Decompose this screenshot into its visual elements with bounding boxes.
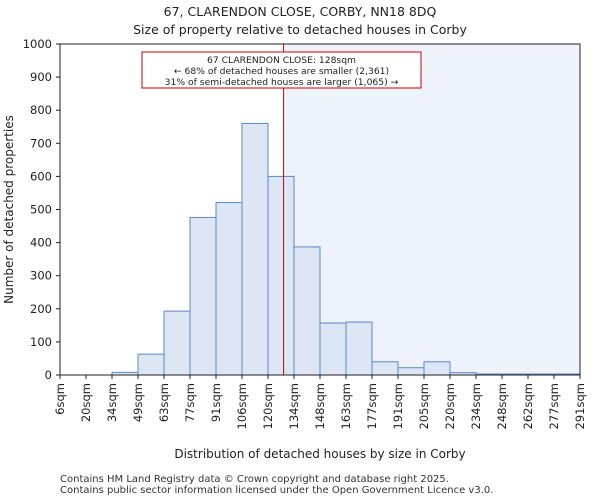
histogram-bar xyxy=(267,175,295,376)
x-axis-label: Distribution of detached houses by size … xyxy=(174,447,465,461)
histogram-bar xyxy=(397,367,425,376)
histogram-bar xyxy=(371,361,399,376)
histogram-bar xyxy=(189,216,217,376)
histogram-bar xyxy=(163,310,191,376)
y-tick-label: 500 xyxy=(30,203,52,217)
histogram-bar xyxy=(345,321,373,376)
y-tick-label: 200 xyxy=(30,302,52,316)
x-tick-label: 34sqm xyxy=(105,383,119,422)
histogram-bar xyxy=(241,122,269,376)
x-tick-label: 148sqm xyxy=(313,383,327,429)
footer-line-2: Contains public sector information licen… xyxy=(60,485,494,496)
histogram-bar xyxy=(215,202,243,376)
annotation-box xyxy=(141,51,422,89)
histogram-bar xyxy=(293,246,321,376)
y-axis-label: Number of detached properties xyxy=(2,115,16,304)
x-tick-label: 6sqm xyxy=(53,383,67,415)
larger-region-shading xyxy=(283,44,580,375)
x-tick-label: 234sqm xyxy=(469,383,483,429)
annotation-line-2: ← 68% of detached houses are smaller (2,… xyxy=(174,66,389,77)
x-tick-label: 262sqm xyxy=(521,383,535,429)
y-tick-label: 1000 xyxy=(23,37,52,51)
y-tick-label: 100 xyxy=(30,335,52,349)
y-tick-label: 800 xyxy=(30,103,52,117)
x-tick-label: 205sqm xyxy=(417,383,431,429)
x-tick-label: 177sqm xyxy=(365,383,379,429)
x-tick-label: 248sqm xyxy=(495,383,509,429)
x-tick-label: 77sqm xyxy=(183,383,197,422)
x-tick-label: 220sqm xyxy=(443,383,457,429)
footer-line-1: Contains HM Land Registry data © Crown c… xyxy=(60,474,449,485)
x-tick-label: 163sqm xyxy=(339,383,353,429)
x-tick-label: 191sqm xyxy=(391,383,405,429)
x-tick-label: 277sqm xyxy=(547,383,561,429)
y-tick-label: 600 xyxy=(30,169,52,183)
x-tick-label: 63sqm xyxy=(157,383,171,422)
y-tick-label: 900 xyxy=(30,70,52,84)
y-tick-label: 700 xyxy=(30,136,52,150)
annotation-line-1: 67 CLARENDON CLOSE: 128sqm xyxy=(207,55,356,66)
x-tick-label: 291sqm xyxy=(573,383,587,429)
histogram-bar xyxy=(137,353,165,376)
x-tick-label: 134sqm xyxy=(287,383,301,429)
histogram-bar xyxy=(319,322,347,376)
x-tick-label: 20sqm xyxy=(79,383,93,422)
y-tick-label: 300 xyxy=(30,269,52,283)
x-tick-label: 106sqm xyxy=(235,383,249,429)
x-tick-label: 91sqm xyxy=(209,383,223,422)
x-tick-label: 49sqm xyxy=(131,383,145,422)
y-tick-label: 0 xyxy=(45,368,52,382)
x-tick-label: 120sqm xyxy=(261,383,275,429)
y-tick-label: 400 xyxy=(30,236,52,250)
annotation-line-3: 31% of semi-detached houses are larger (… xyxy=(165,77,399,88)
chart-title: 67, CLARENDON CLOSE, CORBY, NN18 8DQ xyxy=(163,4,437,19)
chart-subtitle: Size of property relative to detached ho… xyxy=(133,22,467,37)
histogram-bar xyxy=(423,361,451,376)
